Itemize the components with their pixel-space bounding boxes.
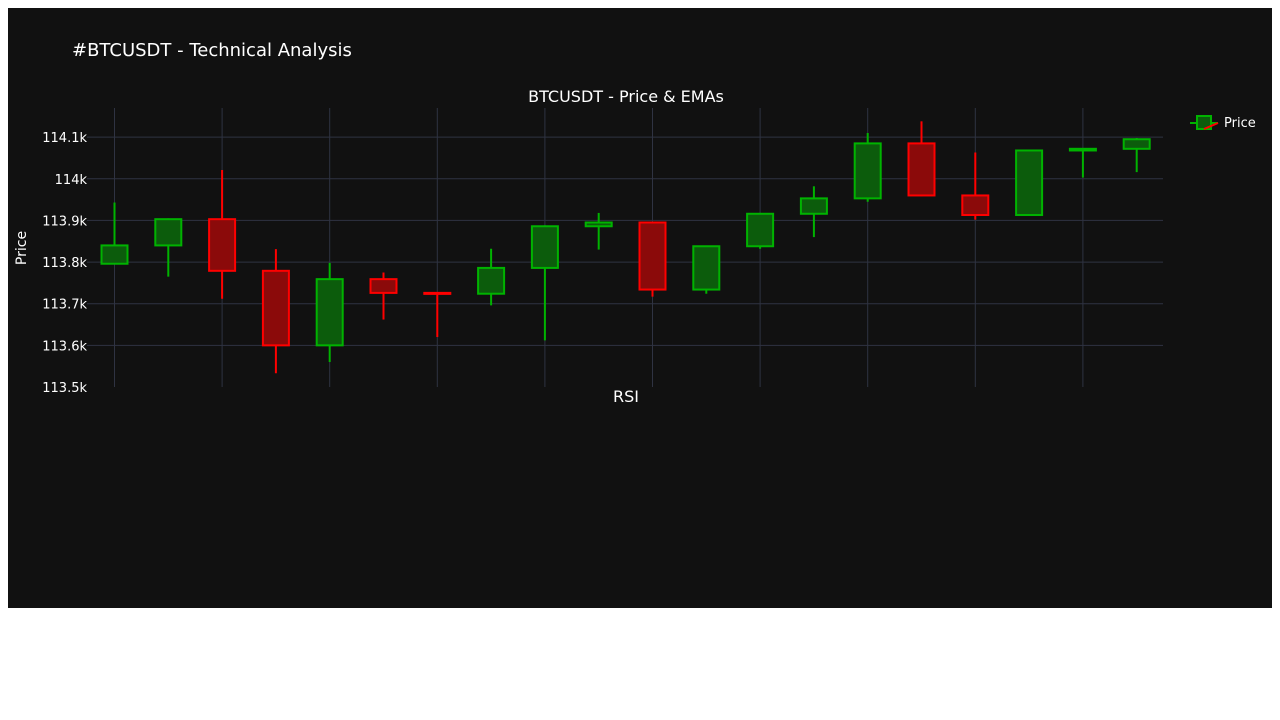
candle	[746, 212, 775, 249]
y-axis-ticks: 113.5k 113.6k 113.7k 113.8k 113.9k 114k 114.1k	[42, 131, 87, 396]
candle-body	[477, 266, 506, 295]
candle-body	[907, 142, 936, 197]
y-tick-label: 113.6k	[42, 339, 87, 354]
y-axis-label: Price	[14, 231, 30, 265]
candle	[530, 225, 559, 341]
y-tick-label: 113.8k	[42, 256, 87, 271]
candle-body	[584, 221, 613, 228]
candle-body	[746, 212, 775, 248]
y-tick-label: 114k	[55, 173, 88, 188]
candle	[692, 245, 721, 294]
legend-item-price: Price	[1224, 116, 1256, 131]
y-tick-label: 113.9k	[42, 214, 87, 229]
candle	[1068, 147, 1097, 178]
y-tick-label: 113.5k	[42, 381, 87, 396]
y-tick-label: 114.1k	[42, 131, 87, 146]
candle	[315, 262, 344, 363]
candle-body	[1015, 149, 1044, 217]
candle	[477, 248, 506, 306]
chart-panel: #BTCUSDT - Technical Analysis 113.5k 113.…	[8, 8, 1272, 608]
candle	[423, 291, 452, 338]
candle-body	[1122, 138, 1151, 150]
candle	[584, 212, 613, 250]
candle-body	[692, 245, 721, 291]
candle-body	[154, 218, 183, 247]
legend-swatch-line-right	[1203, 122, 1219, 130]
candle	[100, 202, 129, 265]
candle	[638, 221, 667, 297]
candle	[369, 272, 398, 320]
candle	[961, 152, 990, 220]
candles	[100, 121, 1151, 374]
candle-body	[638, 221, 667, 291]
candle	[154, 218, 183, 277]
grid	[87, 108, 1163, 387]
candle	[1122, 137, 1151, 173]
candle-body	[261, 269, 290, 347]
candle-body	[530, 225, 559, 269]
legend[interactable]: Price	[1190, 115, 1256, 131]
rsi-subplot-title: RSI	[613, 387, 639, 406]
candle	[799, 186, 828, 238]
candle-body	[853, 142, 882, 200]
page-title: #BTCUSDT - Technical Analysis	[72, 40, 352, 61]
candle	[261, 249, 290, 374]
candle-body	[208, 218, 237, 272]
candle-body	[1068, 147, 1097, 152]
y-tick-label: 113.7k	[42, 298, 87, 313]
candle-body	[423, 291, 452, 295]
candle	[208, 170, 237, 299]
price-subplot-title: BTCUSDT - Price & EMAs	[528, 87, 724, 106]
candle-body	[961, 194, 990, 217]
candle	[1015, 149, 1044, 217]
candle	[853, 132, 882, 202]
candle-body	[315, 278, 344, 347]
candle-body	[100, 244, 129, 265]
candle-body	[799, 197, 828, 215]
candle-body	[369, 278, 398, 294]
candle	[907, 121, 936, 197]
chart-canvas[interactable]: 113.5k 113.6k 113.7k 113.8k 113.9k 114k 114.1k…	[8, 8, 1272, 608]
